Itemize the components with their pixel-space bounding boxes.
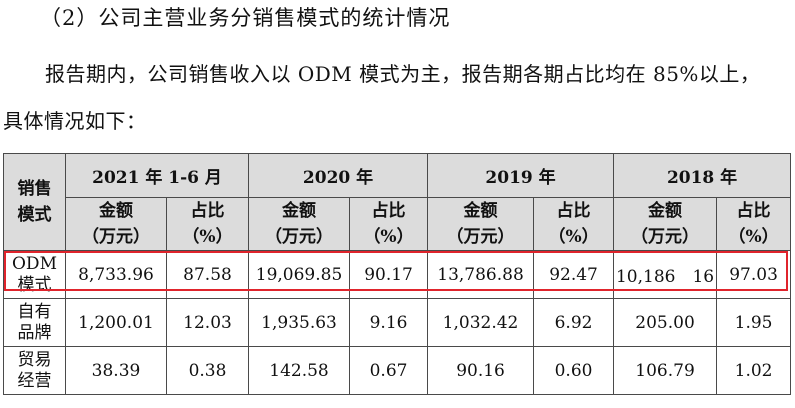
mode-label-line-1: ODM <box>12 253 57 274</box>
table-header-row-units: 金额 （万元） 占比 （%） 金额 （万元） 占比 （%） 金额 （万元） 占比 （%） 金… <box>4 197 792 251</box>
cell-ratio-2020: 0.67 <box>349 346 429 395</box>
table-row-odm: ODM 模式 8,733.96 87.58 19,069.85 90.17 13,… <box>3 250 792 299</box>
ratio-header: 占比 （%） <box>349 197 429 251</box>
amount-header: 金额 （万元） <box>427 197 535 251</box>
cell-amount-2019: 90.16 <box>427 346 535 395</box>
cell-ratio-2020: 9.16 <box>349 298 429 347</box>
period-header-2019: 2019 年 <box>427 153 615 198</box>
mode-label-line-1: 自有 <box>17 301 52 322</box>
ratio-header-unit: （%） <box>728 227 779 247</box>
cell-ratio-2021h1: 12.03 <box>165 298 250 347</box>
amount-header-label: 金额 <box>463 201 498 221</box>
amount-header-unit: （万元） <box>82 227 150 247</box>
amount-header-unit: （万元） <box>265 227 334 247</box>
ratio-header-unit: （%） <box>548 227 599 247</box>
table-row-own-brand: 自有 品牌 1,200.01 12.03 1,935.63 9.16 1,032.… <box>3 298 792 347</box>
cell-ratio-2018: 1.02 <box>716 346 792 395</box>
amount-header: 金额 （万元） <box>248 197 351 251</box>
amount-header-unit: （万元） <box>446 227 515 247</box>
corner-header: 销售 模式 <box>3 153 66 251</box>
ratio-header: 占比 （%） <box>165 197 250 251</box>
period-header-2020: 2020 年 <box>248 153 429 198</box>
ratio-header-label: 占比 <box>556 201 591 221</box>
cell-ratio-2018: 97.03 <box>716 250 792 299</box>
ratio-header-label: 占比 <box>371 201 406 221</box>
corner-header-line-1: 销售 <box>17 179 52 199</box>
cell-amount-2020: 142.58 <box>248 346 351 395</box>
ratio-header-unit: （%） <box>182 227 233 247</box>
amount-header-unit: （万元） <box>631 227 700 247</box>
amount-header: 金额 （万元） <box>65 197 167 251</box>
paragraph-line-2: 具体情况如下： <box>3 109 147 133</box>
section-heading: （2）公司主营业务分销售模式的统计情况 <box>40 6 451 30</box>
table-row-trade: 贸易 经营 38.39 0.38 142.58 0.67 90.16 0.60 1… <box>3 346 792 395</box>
amount-header-label: 金额 <box>99 201 133 221</box>
mode-label-line-2: 经营 <box>17 370 52 391</box>
corner-header-line-2: 模式 <box>17 205 52 225</box>
cell-amount-2020: 1,935.63 <box>248 298 351 347</box>
cell-ratio-2021h1: 87.58 <box>165 250 250 299</box>
mode-label-line-2: 品牌 <box>17 322 52 343</box>
ratio-header-label: 占比 <box>190 201 225 221</box>
paragraph-line-1: 报告期内，公司销售收入以 ODM 模式为主，报告期各期占比均在 85%以上， <box>45 62 761 86</box>
amount-header: 金额 （万元） <box>613 197 718 251</box>
cell-amount-2018: 106.79 <box>613 346 718 395</box>
period-header-2021h1: 2021 年 1-6 月 <box>64 153 250 198</box>
sales-mode-table: 销售 模式 2021 年 1-6 月 2020 年 2019 年 2018 年 … <box>3 153 792 395</box>
amount-header-label: 金额 <box>648 201 683 221</box>
cell-ratio-2020: 90.17 <box>349 250 429 299</box>
mode-label-line-1: 贸易 <box>17 349 52 370</box>
cell-amount-2019: 1,032.42 <box>427 298 535 347</box>
cell-ratio-2019: 92.47 <box>533 250 615 299</box>
cell-amount-2021h1: 1,200.01 <box>65 298 167 347</box>
amount-header-label: 金额 <box>282 201 317 221</box>
ratio-header-label: 占比 <box>736 201 771 221</box>
cell-amount-2021h1: 38.39 <box>65 346 167 395</box>
cell-amount-2018: 10,186 16 <box>613 250 718 299</box>
ratio-header: 占比 （%） <box>533 197 615 251</box>
ratio-header: 占比 （%） <box>716 197 792 251</box>
cell-ratio-2019: 0.60 <box>533 346 615 395</box>
cell-amount-2019: 13,786.88 <box>427 250 535 299</box>
period-header-2018: 2018 年 <box>613 153 792 198</box>
ratio-header-unit: （%） <box>363 227 414 247</box>
mode-cell-odm: ODM 模式 <box>3 250 66 299</box>
mode-cell-trade: 贸易 经营 <box>3 346 66 395</box>
table-header-row-years: 销售 模式 2021 年 1-6 月 2020 年 2019 年 2018 年 <box>3 153 792 251</box>
mode-label-line-2: 模式 <box>17 274 52 295</box>
cell-amount-2020: 19,069.85 <box>248 250 351 299</box>
mode-cell-own-brand: 自有 品牌 <box>3 298 66 347</box>
cell-amount-2018: 205.00 <box>613 298 718 347</box>
cell-ratio-2018: 1.95 <box>716 298 792 347</box>
cell-ratio-2021h1: 0.38 <box>165 346 250 395</box>
cell-ratio-2019: 6.92 <box>533 298 615 347</box>
cell-amount-2021h1: 8,733.96 <box>65 250 167 299</box>
